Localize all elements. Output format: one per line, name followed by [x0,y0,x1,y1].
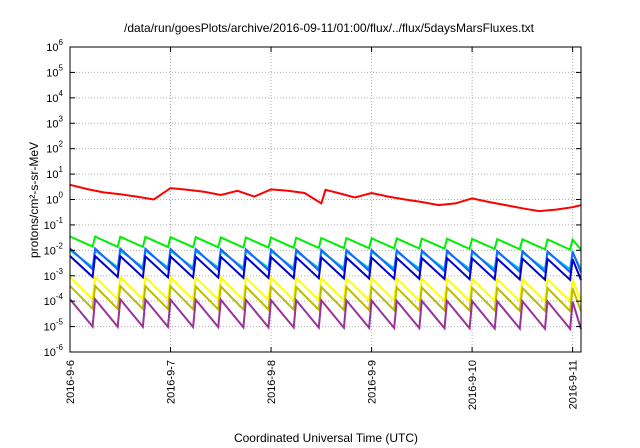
series-line-7 [69,283,582,314]
y-tick-label: 101 [46,165,63,181]
y-tick-label: 103 [46,114,63,130]
series-line-4 [69,246,582,275]
y-tick-label: 10-4 [44,292,64,308]
x-tick-label: 2016-9-11 [568,360,580,409]
x-axis-ticks: 2016-9-6 2016-9-7 2016-9-8 2016-9-9 2016-9-1… [65,47,580,410]
series-line-5 [69,254,582,282]
y-tick-label: 10-6 [44,343,64,359]
x-axis-label: Coordinated Universal Time (UTC) [234,431,418,445]
y-axis-ticks: 10-6 10-5 10-4 10-3 10-2 10-1 100 101 102 103 104 1… [44,38,581,359]
y-tick-label: 10-5 [44,318,64,334]
series-group [69,183,582,332]
grid-lines [69,47,581,352]
y-tick-label: 10-2 [44,241,64,257]
x-tick-label: 2016-9-9 [367,360,379,404]
series-line-2 [69,235,582,252]
y-tick-label: 10-3 [44,267,64,283]
y-tick-label: 105 [46,63,63,79]
x-tick-label: 2016-9-8 [266,360,278,404]
x-tick-label: 2016-9-10 [467,360,479,410]
x-tick-label: 2016-9-7 [166,360,178,404]
series-line-1 [69,183,582,213]
series-line-8 [69,296,582,332]
series-line-6 [69,274,582,304]
y-tick-label: 104 [46,89,63,105]
chart-title: /data/run/goesPlots/archive/2016-09-11/0… [124,21,535,35]
y-tick-label: 10-1 [44,216,64,232]
x-tick-label: 2016-9-6 [65,360,77,404]
y-axis-label: protons/cm²-s-sr-MeV [27,142,41,258]
y-tick-label: 106 [46,38,63,54]
y-tick-label: 100 [46,191,63,207]
y-tick-label: 102 [46,140,63,156]
